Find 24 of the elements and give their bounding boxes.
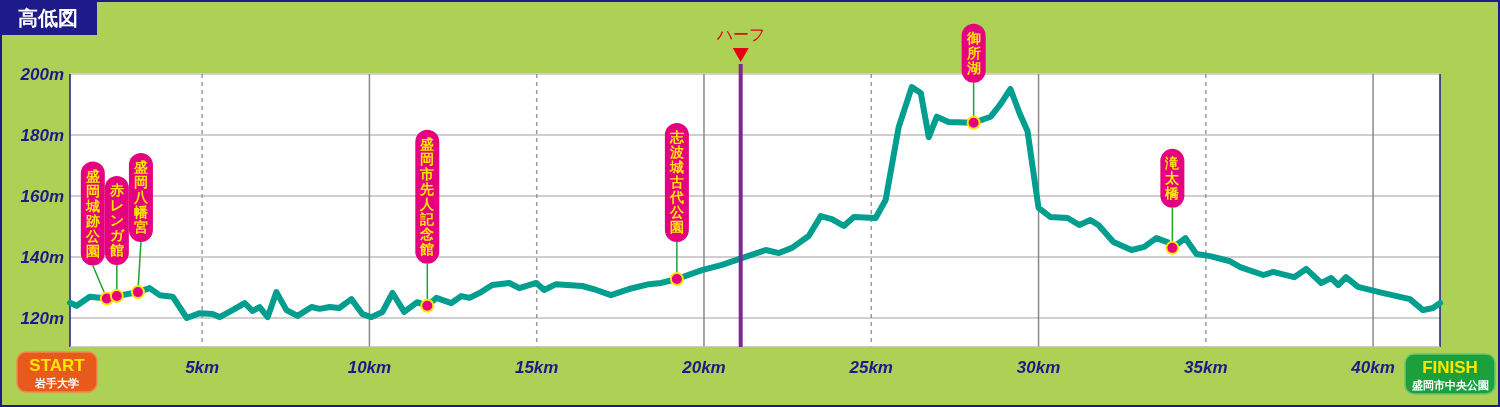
y-tick-label: 160m (20, 187, 64, 207)
x-tick-label: 25km (848, 358, 893, 377)
y-tick-label: 200m (19, 65, 64, 84)
y-tick-label: 120m (20, 309, 64, 329)
y-tick-label: 180m (20, 126, 64, 146)
annotation: 盛岡城跡公園 (84, 167, 101, 259)
title: 高低図 (0, 0, 97, 35)
annotation: 盛岡市先人記念館 (419, 135, 436, 257)
annotation: 御所湖 (965, 29, 981, 76)
annotation: 滝太橋 (1164, 154, 1181, 201)
x-tick-label: 15km (514, 358, 559, 377)
y-tick-label: 140m (20, 248, 64, 268)
chart-title: 高低図 (18, 7, 78, 29)
ref-line-label: ハーフ (715, 26, 765, 43)
x-tick-label: 5km (185, 358, 220, 377)
annotation: 盛岡八幡宮 (132, 159, 149, 236)
annotation: 志波城古代公園 (668, 128, 685, 235)
x-tick-label: 30km (1016, 358, 1061, 377)
annotation: 赤レンガ館 (108, 182, 125, 259)
x-tick-label: 20km (681, 358, 726, 377)
x-tick-label: 35km (1184, 358, 1228, 377)
ref-line: ハーフ (716, 26, 765, 347)
x-tick-label: 40km (1350, 358, 1395, 377)
x-tick-label: 10km (347, 358, 392, 377)
